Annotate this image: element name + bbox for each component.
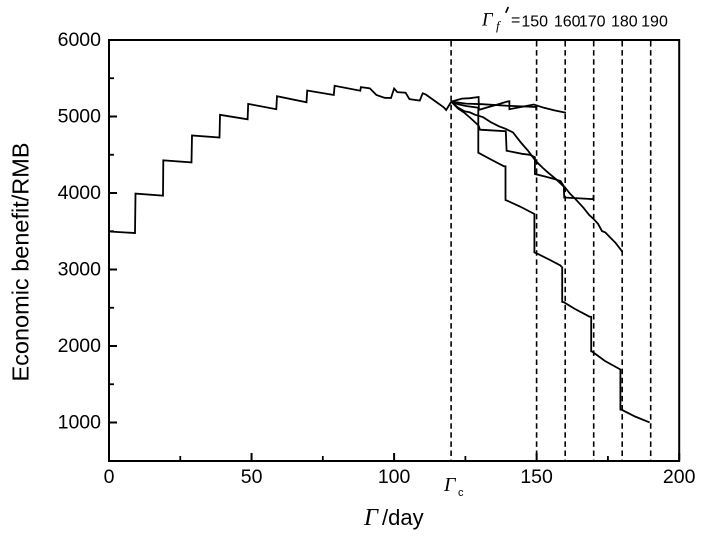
svg-text:200: 200 bbox=[663, 466, 696, 488]
svg-text:170: 170 bbox=[579, 13, 606, 30]
svg-text:3000: 3000 bbox=[58, 259, 102, 281]
svg-text:0: 0 bbox=[104, 466, 115, 488]
svg-text:150: 150 bbox=[521, 13, 548, 30]
svg-text:Γ: Γ bbox=[363, 504, 379, 531]
svg-text:f: f bbox=[496, 18, 502, 33]
svg-text:4000: 4000 bbox=[58, 182, 102, 204]
svg-text:190: 190 bbox=[641, 13, 668, 30]
svg-text:2000: 2000 bbox=[58, 335, 102, 357]
svg-text:=: = bbox=[511, 12, 520, 29]
svg-text:5000: 5000 bbox=[58, 106, 102, 128]
svg-text:160: 160 bbox=[554, 13, 581, 30]
svg-text:180: 180 bbox=[611, 13, 638, 30]
svg-text:/day: /day bbox=[382, 505, 424, 530]
svg-text:Γ: Γ bbox=[481, 11, 494, 31]
svg-text:Γ: Γ bbox=[443, 474, 457, 496]
svg-text:6000: 6000 bbox=[58, 29, 102, 51]
svg-text:150: 150 bbox=[520, 466, 553, 488]
svg-text:50: 50 bbox=[241, 466, 263, 488]
svg-text:c: c bbox=[458, 487, 464, 499]
svg-text:100: 100 bbox=[378, 466, 411, 488]
svg-text:1000: 1000 bbox=[58, 412, 102, 434]
svg-text:Economic benefit/RMB: Economic benefit/RMB bbox=[8, 142, 34, 381]
